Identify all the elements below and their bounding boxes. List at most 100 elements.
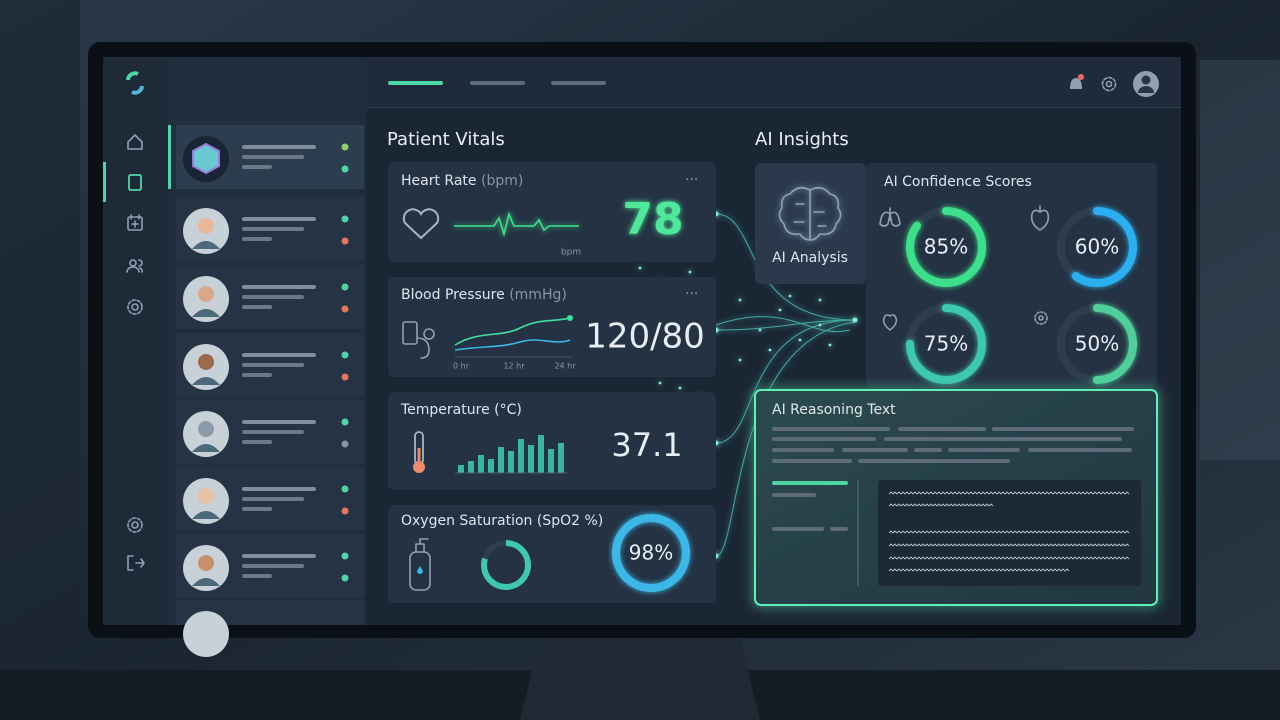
temperature-bars bbox=[458, 435, 564, 473]
placeholder bbox=[242, 574, 272, 578]
card-menu[interactable]: ··· bbox=[685, 286, 698, 302]
squiggle bbox=[888, 556, 1130, 560]
axis-unit: bpm bbox=[561, 248, 581, 258]
thermometer-icon bbox=[413, 431, 425, 473]
status-dot bbox=[341, 373, 349, 381]
placeholder bbox=[242, 440, 272, 444]
confidence-panel bbox=[866, 163, 1157, 388]
lungs-icon bbox=[879, 207, 901, 227]
calendar-icon[interactable] bbox=[127, 214, 143, 231]
avatar-body bbox=[192, 309, 220, 317]
gauge-arc bbox=[906, 207, 986, 287]
user-avatar[interactable] bbox=[1133, 71, 1159, 97]
section-title: Patient Vitals bbox=[387, 129, 505, 150]
selected-indicator bbox=[168, 125, 171, 189]
particle bbox=[658, 381, 662, 385]
heart-organ-icon bbox=[1030, 205, 1050, 231]
ecg-line bbox=[454, 211, 579, 237]
patient-avatar-cube bbox=[192, 142, 220, 175]
oxygen-tank-icon bbox=[409, 538, 431, 591]
status-dot bbox=[341, 485, 349, 493]
card-title: Oxygen Saturation (SpO2 %) bbox=[401, 513, 603, 529]
particle bbox=[818, 298, 822, 302]
icon-sidebar bbox=[103, 57, 168, 625]
card-title: Temperature (°C) bbox=[400, 402, 522, 418]
background-window bbox=[1200, 60, 1280, 460]
particle bbox=[738, 358, 742, 362]
brain-icon bbox=[778, 186, 842, 241]
placeholder bbox=[242, 507, 272, 511]
temp-bar bbox=[488, 459, 494, 473]
avatar-head bbox=[198, 286, 214, 302]
label: Heart Rate bbox=[401, 173, 477, 189]
temp-bar bbox=[538, 435, 544, 473]
particle bbox=[798, 338, 802, 342]
gauge-arc bbox=[1057, 207, 1137, 287]
heart-rate-value: 78 bbox=[622, 194, 683, 245]
particle bbox=[788, 294, 792, 298]
status-dot bbox=[341, 237, 349, 245]
placeholder bbox=[242, 305, 272, 309]
nav-active-indicator bbox=[103, 162, 106, 202]
status-dot bbox=[341, 283, 349, 291]
unit: (mmHg) bbox=[509, 287, 567, 303]
temp-bar bbox=[518, 439, 524, 473]
status-dot bbox=[341, 552, 349, 560]
avatar-head bbox=[198, 488, 214, 504]
particle bbox=[852, 317, 858, 323]
placeholder bbox=[242, 145, 316, 149]
reasoning-placeholder-lines bbox=[772, 427, 1134, 531]
temp-bar bbox=[498, 447, 504, 473]
blood-pressure-value: 120/80 bbox=[585, 317, 705, 357]
avatar-body bbox=[192, 511, 220, 519]
placeholder bbox=[242, 165, 272, 169]
temp-bar bbox=[508, 451, 514, 473]
reasoning-squiggles bbox=[888, 491, 1130, 572]
avatar-body bbox=[192, 444, 220, 452]
avatar-head bbox=[198, 354, 214, 370]
cell-icon bbox=[1034, 311, 1048, 325]
heart-icon-small bbox=[882, 314, 898, 331]
tab-active[interactable] bbox=[388, 81, 443, 85]
home-icon[interactable] bbox=[127, 134, 143, 150]
tab[interactable] bbox=[551, 81, 606, 85]
heart-icon bbox=[402, 208, 440, 240]
card-title: Heart Rate (bpm) bbox=[401, 173, 523, 189]
top-bar-divider bbox=[366, 107, 1181, 108]
gauge-label: 98% bbox=[629, 541, 673, 565]
gauge-label: 60% bbox=[1075, 235, 1119, 259]
temp-bar bbox=[478, 455, 484, 473]
placeholder bbox=[242, 497, 304, 501]
blood-pressure-card bbox=[388, 277, 716, 377]
notification-icon[interactable] bbox=[1070, 74, 1084, 89]
status-dot bbox=[341, 574, 349, 582]
gauge-arc bbox=[906, 304, 986, 384]
card-menu[interactable]: ··· bbox=[685, 172, 698, 188]
axis-tick-label: 12 hr bbox=[503, 362, 525, 371]
tab[interactable] bbox=[470, 81, 525, 85]
users-icon[interactable] bbox=[126, 259, 143, 273]
status-dot bbox=[341, 351, 349, 359]
records-icon[interactable] bbox=[128, 174, 142, 191]
placeholder bbox=[242, 373, 272, 377]
logout-icon[interactable] bbox=[127, 555, 145, 571]
avatar-body bbox=[192, 578, 220, 586]
avatar-head bbox=[198, 218, 214, 234]
oxygen-card bbox=[388, 505, 716, 603]
temp-bar bbox=[548, 449, 554, 473]
status-dot bbox=[341, 507, 349, 515]
settings-icon[interactable] bbox=[127, 299, 143, 315]
section-title: AI Insights bbox=[755, 129, 849, 150]
placeholder bbox=[242, 564, 304, 568]
settings-top-icon[interactable] bbox=[1101, 76, 1117, 92]
line-end bbox=[567, 315, 573, 321]
decor-ring bbox=[481, 540, 531, 590]
placeholder bbox=[242, 430, 304, 434]
gauge-label: 75% bbox=[924, 332, 968, 356]
avatar-head bbox=[198, 421, 214, 437]
particle bbox=[638, 266, 642, 270]
status-dot bbox=[341, 165, 349, 173]
placeholder bbox=[242, 554, 316, 558]
settings-icon-bottom[interactable] bbox=[127, 517, 143, 533]
